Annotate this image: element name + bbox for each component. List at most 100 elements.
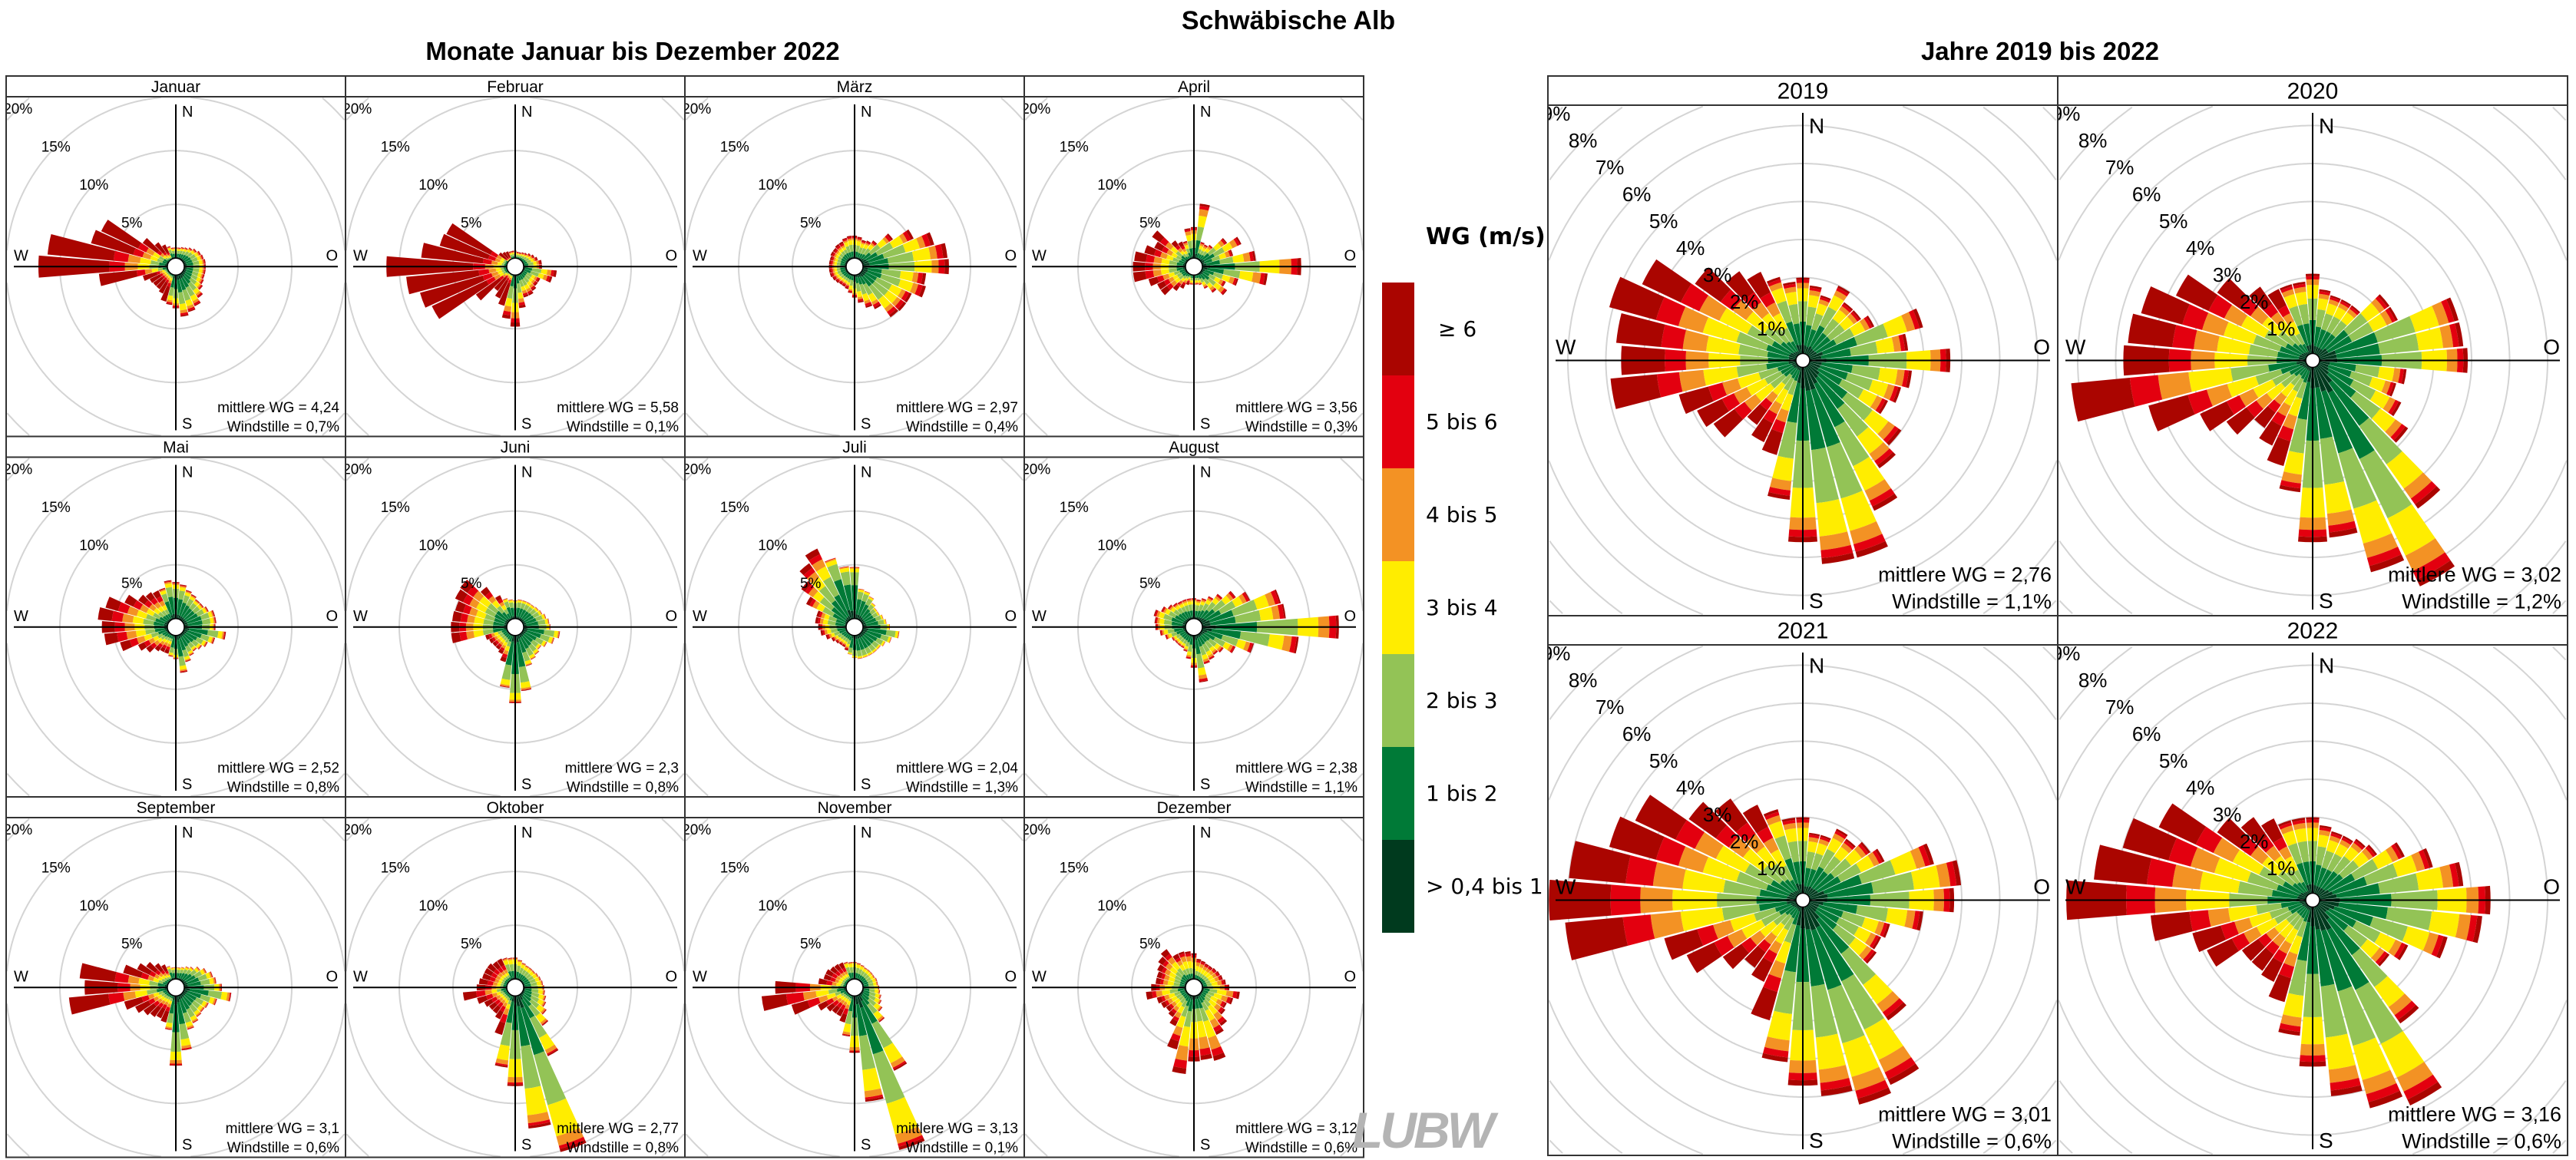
rose-wedge-segment bbox=[1220, 995, 1228, 1003]
rose-wedge-segment bbox=[1199, 677, 1208, 682]
rose-wedge-segment bbox=[1952, 860, 1962, 886]
rose-wedge-segment bbox=[1166, 1005, 1172, 1012]
ring-label: 20% bbox=[682, 462, 711, 478]
rose-wedge-segment bbox=[2280, 364, 2301, 375]
rose-wedge-segment bbox=[1195, 610, 1199, 617]
rose-wedge-segment bbox=[205, 1003, 209, 1009]
rose-wedge-segment bbox=[157, 643, 164, 648]
rose-wedge-segment bbox=[193, 260, 200, 266]
rose-wedge-segment bbox=[2122, 818, 2178, 861]
rose-wedge-segment bbox=[2359, 450, 2412, 519]
ring-label: 9% bbox=[2052, 642, 2081, 665]
rose-wedge-segment bbox=[2213, 838, 2240, 862]
rose-wedge-segment bbox=[846, 993, 850, 996]
rose-wedge-segment bbox=[491, 260, 498, 266]
rose-wedge-segment bbox=[1243, 641, 1251, 652]
rose-wedge-segment bbox=[2422, 932, 2439, 955]
rose-wedge-segment bbox=[518, 253, 521, 256]
rose-wedge-segment bbox=[868, 253, 885, 263]
rose-wedge-segment bbox=[1809, 894, 1828, 900]
rose-wedge-segment bbox=[187, 977, 200, 985]
rose-wedge-segment bbox=[1182, 639, 1188, 645]
rose-wedge-segment bbox=[529, 605, 534, 610]
rose-wedge-segment bbox=[167, 636, 171, 641]
panel-header bbox=[684, 75, 1025, 97]
rose-wedge-segment bbox=[200, 612, 210, 620]
rose-wedge-segment bbox=[842, 283, 847, 286]
ring-label: 10% bbox=[758, 898, 787, 914]
rose-wedge-segment bbox=[1202, 990, 1209, 994]
rose-wedge-segment bbox=[1188, 999, 1193, 1012]
rose-wedge-segment bbox=[1196, 600, 1201, 603]
rose-wedge-segment bbox=[127, 254, 141, 263]
rose-wedge-segment bbox=[146, 644, 154, 653]
rose-wedge-segment bbox=[835, 275, 838, 279]
rose-wedge-segment bbox=[495, 1063, 508, 1066]
rose-wedge-segment bbox=[859, 633, 863, 637]
rose-wedge-segment bbox=[524, 990, 532, 995]
rose-wedge-segment bbox=[2315, 905, 2332, 930]
rose-wedge-segment bbox=[164, 269, 167, 272]
rose-wedge-segment bbox=[1233, 237, 1240, 246]
rose-wedge-segment bbox=[841, 245, 845, 249]
rose-wedge-segment bbox=[847, 634, 851, 639]
rose-wedge-segment bbox=[528, 277, 534, 283]
rose-wedge-segment bbox=[522, 977, 527, 982]
rose-wedge-segment bbox=[200, 273, 203, 279]
rose-wedge-segment bbox=[901, 290, 910, 302]
rose-wedge-segment bbox=[509, 253, 512, 256]
rose-wedge-segment bbox=[880, 640, 885, 646]
rose-wedge-segment bbox=[2455, 322, 2464, 347]
rose-wedge-segment bbox=[511, 275, 513, 277]
rose-wedge-segment bbox=[2378, 294, 2390, 308]
rose-wedge-segment bbox=[886, 1097, 918, 1135]
rose-wedge-segment bbox=[200, 1007, 205, 1013]
rose-wedge-segment bbox=[491, 636, 496, 642]
rose-wedge-segment bbox=[531, 286, 537, 292]
rose-wedge-segment bbox=[1661, 324, 1686, 349]
rose-wedge-segment bbox=[1167, 998, 1173, 1004]
rose-wedge-segment bbox=[1165, 242, 1174, 250]
rose-wedge-segment bbox=[847, 653, 852, 655]
grid-ring bbox=[2058, 106, 2567, 615]
rose-wedge-segment bbox=[845, 285, 849, 288]
rose-wedge-segment bbox=[169, 255, 172, 258]
rose-wedge-segment bbox=[835, 622, 845, 626]
rose-wedge-segment bbox=[165, 270, 168, 273]
rose-wedge-segment bbox=[875, 637, 884, 646]
rose-wedge-segment bbox=[482, 973, 491, 981]
rose-wedge-segment bbox=[2319, 894, 2337, 900]
rose-wedge-segment bbox=[836, 278, 841, 283]
ring-label: 5% bbox=[121, 937, 143, 953]
rose-wedge-segment bbox=[509, 274, 511, 276]
rose-wedge-segment bbox=[537, 645, 541, 649]
rose-wedge-segment bbox=[182, 608, 193, 620]
rose-wedge-segment bbox=[1783, 283, 1796, 289]
rose-wedge-segment bbox=[499, 1013, 508, 1023]
rose-wedge-segment bbox=[1820, 544, 1853, 559]
rose-wedge-segment bbox=[1887, 1063, 1920, 1086]
rose-wedge-segment bbox=[190, 645, 196, 650]
rose-wedge-segment bbox=[521, 252, 524, 254]
rose-wedge-segment bbox=[503, 636, 508, 641]
rose-wedge-segment bbox=[2224, 305, 2248, 327]
panel-title: Mai bbox=[163, 439, 189, 457]
rose-wedge-segment bbox=[1809, 891, 1825, 899]
rose-wedge-segment bbox=[162, 631, 168, 636]
rose-wedge-segment bbox=[167, 633, 170, 638]
compass-north: N bbox=[1200, 825, 1211, 841]
rose-wedge-segment bbox=[889, 236, 904, 249]
rose-wedge-segment bbox=[1215, 1028, 1224, 1036]
rose-wedge-segment bbox=[1809, 355, 1822, 360]
rose-wedge-segment bbox=[525, 663, 533, 666]
rose-wedge-segment bbox=[1834, 846, 1850, 862]
rose-wedge-segment bbox=[1252, 272, 1262, 284]
rose-wedge-segment bbox=[153, 977, 160, 983]
rose-wedge-segment bbox=[203, 269, 206, 275]
rose-wedge-segment bbox=[838, 256, 843, 260]
rose-wedge-segment bbox=[846, 282, 851, 286]
rose-wedge-segment bbox=[187, 308, 196, 312]
rose-wedge-segment bbox=[2214, 858, 2251, 883]
rose-wedge-segment bbox=[1203, 999, 1211, 1007]
rose-wedge-segment bbox=[863, 967, 868, 970]
